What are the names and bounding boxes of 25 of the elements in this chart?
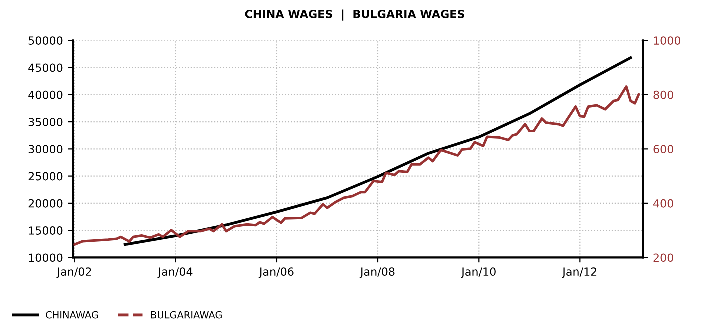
y-tick-label: 45000	[28, 64, 63, 72]
y2-tick-label: 1000	[654, 36, 681, 46]
y2-tick-label: 400	[654, 199, 674, 208]
y-tick-label: 25000	[28, 172, 63, 181]
legend-label: CHINAWAG	[46, 311, 98, 319]
line-series	[74, 86, 640, 246]
y-tick-label: 20000	[28, 199, 63, 208]
y-tick-label: 35000	[28, 118, 63, 126]
y2-tick-label: 800	[654, 90, 674, 100]
x-tick-label: Jan/10	[461, 268, 496, 278]
y-tick-label: 30000	[28, 145, 63, 154]
y2-tick-label: 600	[654, 145, 674, 154]
x-tick-label: Jan/04	[158, 268, 193, 278]
x-tick-label: Jan/06	[258, 268, 294, 278]
line-series	[124, 56, 632, 246]
legend-label: BULGARIAWAG	[151, 311, 222, 319]
y-tick-label: 15000	[29, 226, 63, 235]
x-tick-label: Jan/02	[56, 268, 92, 278]
y-tick-label: 50000	[28, 36, 63, 46]
chart-title: CHINA WAGES | BULGARIA WAGES	[245, 10, 464, 21]
y2-tick-label: 200	[654, 254, 674, 262]
x-tick-label: Jan/12	[562, 268, 597, 278]
y-tick-label: 40000	[28, 90, 63, 100]
x-tick-label: Jan/08	[360, 268, 395, 278]
y-tick-label: 10000	[29, 254, 63, 262]
